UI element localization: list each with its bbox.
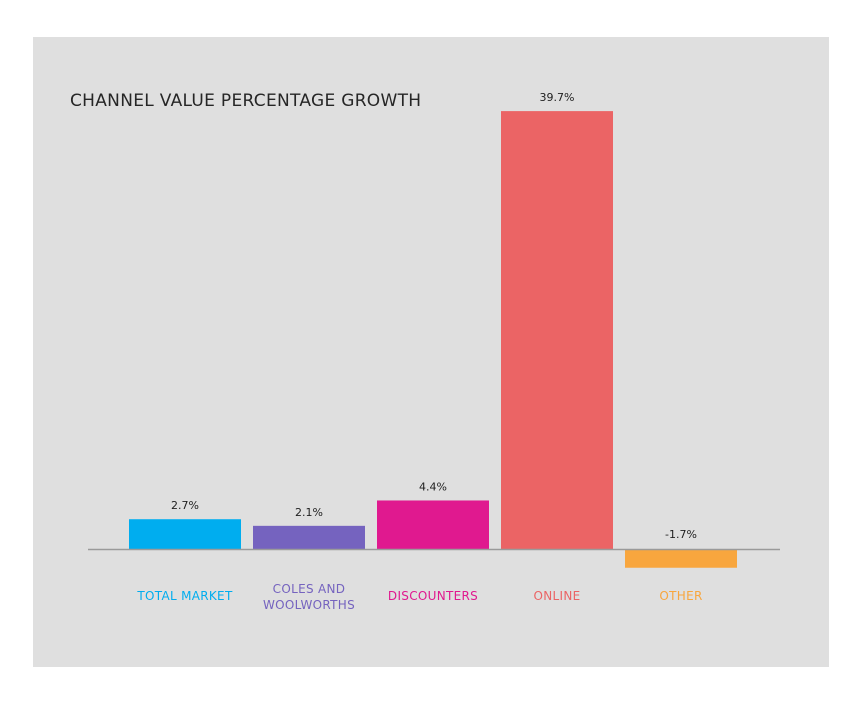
bar-2 xyxy=(377,500,489,549)
value-label-4: -1.7% xyxy=(665,528,697,541)
category-label-1-line-0: COLES AND xyxy=(273,582,346,596)
value-label-0: 2.7% xyxy=(171,499,199,512)
value-label-1: 2.1% xyxy=(295,506,323,519)
chart-panel: CHANNEL VALUE PERCENTAGE GROWTH 2.7% TOTA… xyxy=(33,37,829,667)
category-label-3: ONLINE xyxy=(533,589,580,603)
category-label-2: DISCOUNTERS xyxy=(388,589,478,603)
value-label-2: 4.4% xyxy=(419,480,447,493)
value-label-3: 39.7% xyxy=(540,91,575,104)
bar-0 xyxy=(129,519,241,549)
bar-1 xyxy=(253,525,365,549)
category-label-1-line-1: WOOLWORTHS xyxy=(263,598,355,612)
bar-chart: 2.7% TOTAL MARKET 2.1% COLES AND WOOLWORTHS 4… xyxy=(88,91,780,612)
category-label-4: OTHER xyxy=(659,589,702,603)
bar-3 xyxy=(501,111,613,549)
chart-title: CHANNEL VALUE PERCENTAGE GROWTH xyxy=(70,91,422,111)
bar-4 xyxy=(625,549,737,568)
category-label-0: TOTAL MARKET xyxy=(136,589,233,603)
